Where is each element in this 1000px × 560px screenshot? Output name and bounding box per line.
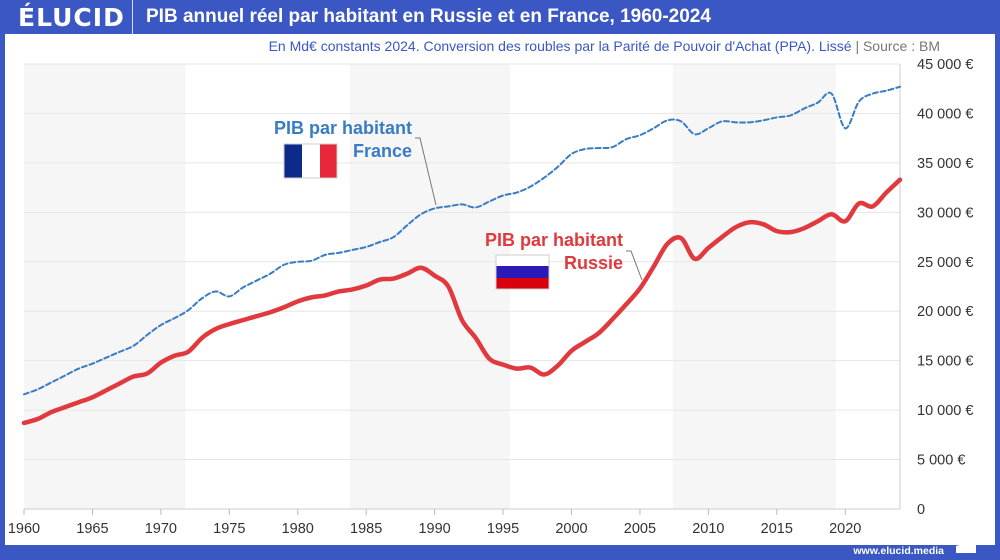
y-tick-label: 30 000 € xyxy=(917,205,973,221)
x-tick-label: 1985 xyxy=(350,521,382,537)
shaded-period xyxy=(672,64,836,509)
y-tick-label: 20 000 € xyxy=(917,304,973,320)
y-tick-label: 45 000 € xyxy=(917,57,973,73)
chart-subtitle: En Md€ constants 2024. Conversion des ro… xyxy=(269,38,940,54)
x-tick-label: 2020 xyxy=(829,521,861,537)
shaded-period xyxy=(349,64,510,509)
france-label-line2: France xyxy=(353,141,412,161)
russia-label-line2: Russie xyxy=(564,253,623,273)
x-tick-label: 1990 xyxy=(418,521,450,537)
subtitle-separator: | xyxy=(855,38,860,54)
elucid-logo: ÉLUCID xyxy=(18,3,125,32)
shaded-period xyxy=(24,64,186,509)
series-line-russia xyxy=(21,177,903,426)
series-line-france xyxy=(23,85,901,396)
x-tick-label: 1980 xyxy=(282,521,314,537)
russia-flag-icon xyxy=(495,254,550,290)
source-text: Source : BM xyxy=(862,38,940,54)
russia-leader-line xyxy=(626,250,643,281)
y-tick-label: 15 000 € xyxy=(917,354,973,370)
x-tick-label: 1995 xyxy=(487,521,519,537)
x-tick-label: 1975 xyxy=(213,521,245,537)
x-tick-label: 1970 xyxy=(145,521,177,537)
france-flag-icon xyxy=(283,143,338,179)
y-tick-label: 35 000 € xyxy=(917,156,973,172)
y-tick-label: 40 000 € xyxy=(917,106,973,122)
header: ÉLUCID PIB annuel réel par habitant en R… xyxy=(0,0,1000,34)
y-tick-label: 5 000 € xyxy=(917,453,965,469)
x-tick-label: 2010 xyxy=(692,521,724,537)
france-leader-line xyxy=(415,137,437,206)
russia-label-line1: PIB par habitant xyxy=(485,230,623,250)
x-tick-label: 1960 xyxy=(8,521,40,537)
subtitle-text: En Md€ constants 2024. Conversion des ro… xyxy=(268,38,852,54)
x-tick-label: 2005 xyxy=(624,521,656,537)
chart-title: PIB annuel réel par habitant en Russie e… xyxy=(146,6,711,27)
x-tick-label: 1965 xyxy=(76,521,108,537)
france-label-line1: PIB par habitant xyxy=(274,118,412,138)
x-tick-label: 2015 xyxy=(761,521,793,537)
y-tick-label: 0 xyxy=(917,502,925,518)
x-tick-label: 2000 xyxy=(555,521,587,537)
y-tick-label: 10 000 € xyxy=(917,403,973,419)
footer-url[interactable]: www.elucid.media xyxy=(853,545,944,557)
y-tick-label: 25 000 € xyxy=(917,255,973,271)
header-divider xyxy=(132,0,133,34)
